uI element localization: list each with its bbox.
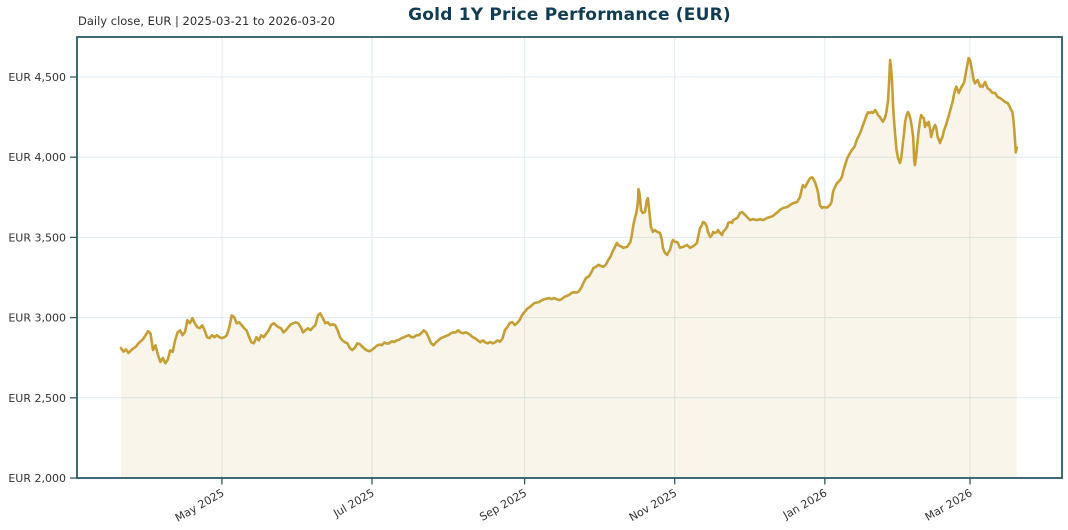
y-tick-label: EUR 4,500 — [8, 71, 66, 84]
price-area-fill — [121, 58, 1017, 478]
gridlines — [77, 37, 1062, 478]
chart-subtitle: Daily close, EUR | 2025-03-21 to 2026-03… — [78, 14, 336, 28]
y-tick-label: EUR 2,000 — [8, 472, 66, 485]
x-tick-label: Jan 2026 — [780, 486, 829, 522]
x-tick-label: Jul 2025 — [330, 486, 376, 520]
x-tick-label: May 2025 — [173, 486, 226, 524]
plot-border — [76, 36, 1063, 479]
x-tick-label: Sep 2025 — [477, 486, 529, 523]
y-tick-label: EUR 4,000 — [8, 151, 66, 164]
x-tick-label: Nov 2025 — [627, 486, 679, 524]
y-tick-label: EUR 3,500 — [8, 231, 66, 244]
chart-title: Gold 1Y Price Performance (EUR) — [408, 5, 731, 25]
price-line — [119, 56, 1019, 365]
y-tick-label: EUR 2,500 — [8, 392, 66, 405]
x-tick-label: Mar 2026 — [923, 486, 975, 523]
y-tick-label: EUR 3,000 — [8, 312, 66, 325]
